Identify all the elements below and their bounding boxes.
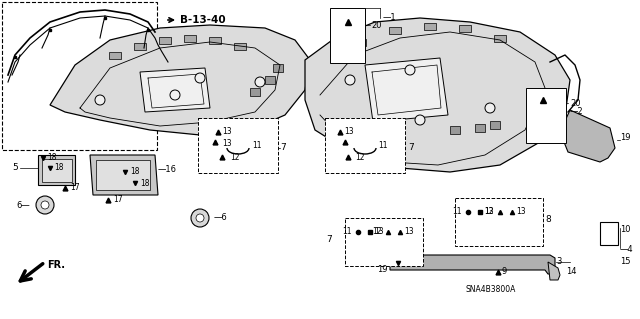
Text: 11: 11 [378, 140, 387, 150]
Text: 18: 18 [130, 167, 140, 176]
Polygon shape [38, 155, 75, 185]
Text: 13: 13 [374, 227, 383, 236]
Polygon shape [354, 39, 366, 46]
Text: 6—: 6— [16, 201, 30, 210]
Polygon shape [250, 88, 260, 96]
Polygon shape [265, 76, 275, 84]
Polygon shape [490, 121, 500, 129]
Polygon shape [424, 23, 436, 30]
Text: 20: 20 [570, 99, 580, 108]
Circle shape [36, 196, 54, 214]
Polygon shape [548, 262, 560, 280]
Polygon shape [140, 68, 210, 112]
Polygon shape [273, 64, 283, 72]
Text: 18: 18 [47, 153, 56, 162]
Text: 12: 12 [372, 227, 382, 236]
Polygon shape [184, 35, 196, 42]
Text: SNA4B3800A: SNA4B3800A [466, 285, 516, 293]
Polygon shape [494, 35, 506, 42]
Polygon shape [209, 37, 221, 44]
Text: 3: 3 [556, 257, 561, 266]
Circle shape [405, 65, 415, 75]
Text: 7: 7 [326, 235, 332, 244]
FancyBboxPatch shape [455, 198, 543, 246]
Polygon shape [459, 25, 471, 32]
Text: B-13-40: B-13-40 [180, 15, 226, 25]
Text: 13: 13 [516, 207, 525, 217]
Text: 18: 18 [54, 164, 63, 173]
Polygon shape [90, 155, 158, 195]
FancyBboxPatch shape [198, 118, 278, 173]
Circle shape [485, 103, 495, 113]
Text: 17: 17 [113, 196, 123, 204]
Circle shape [95, 95, 105, 105]
Circle shape [345, 75, 355, 85]
Polygon shape [305, 18, 570, 172]
Text: 19: 19 [620, 133, 630, 143]
Circle shape [350, 123, 360, 133]
FancyBboxPatch shape [345, 218, 423, 266]
Polygon shape [234, 43, 246, 50]
Polygon shape [600, 222, 618, 245]
Polygon shape [50, 25, 310, 135]
Text: 7: 7 [280, 144, 285, 152]
Circle shape [41, 201, 49, 209]
FancyBboxPatch shape [325, 118, 405, 173]
Text: 10: 10 [620, 226, 630, 234]
Text: —4: —4 [620, 246, 634, 255]
Text: 12: 12 [230, 152, 239, 161]
Polygon shape [109, 52, 121, 59]
Circle shape [196, 214, 204, 222]
Text: 20: 20 [371, 20, 381, 29]
Text: 13: 13 [484, 207, 493, 217]
Circle shape [170, 90, 180, 100]
Bar [526, 88, 566, 143]
Circle shape [415, 115, 425, 125]
Circle shape [195, 73, 205, 83]
Text: —1: —1 [383, 13, 397, 23]
Text: 8: 8 [545, 216, 551, 225]
Text: 11: 11 [452, 207, 462, 217]
Polygon shape [390, 255, 555, 274]
Polygon shape [450, 126, 460, 134]
Text: 11: 11 [252, 140, 262, 150]
Polygon shape [96, 160, 150, 190]
Text: 19: 19 [378, 265, 388, 275]
Text: 12: 12 [484, 207, 494, 217]
Bar [330, 8, 365, 63]
Text: FR.: FR. [47, 260, 65, 270]
Polygon shape [42, 159, 72, 182]
Polygon shape [560, 110, 615, 162]
Text: 15: 15 [620, 257, 630, 266]
Text: 5: 5 [12, 164, 18, 173]
Polygon shape [134, 43, 146, 50]
Polygon shape [475, 124, 485, 132]
Text: 13: 13 [404, 227, 413, 236]
Text: 13: 13 [222, 138, 232, 147]
Text: 13: 13 [222, 128, 232, 137]
Circle shape [255, 77, 265, 87]
Text: 12: 12 [355, 152, 365, 161]
Text: 14: 14 [566, 268, 577, 277]
Polygon shape [159, 37, 171, 44]
Text: 9: 9 [502, 268, 508, 277]
Text: 17: 17 [70, 183, 79, 192]
Text: —6: —6 [214, 213, 228, 222]
Text: —2: —2 [570, 108, 584, 116]
Bar [2, 2, 157, 150]
Text: 18: 18 [140, 179, 150, 188]
Polygon shape [389, 27, 401, 34]
Text: 7: 7 [408, 144, 413, 152]
Text: —16: —16 [158, 166, 177, 174]
Polygon shape [365, 58, 448, 122]
Circle shape [191, 209, 209, 227]
Text: 13: 13 [344, 128, 354, 137]
Text: 11: 11 [342, 227, 352, 236]
